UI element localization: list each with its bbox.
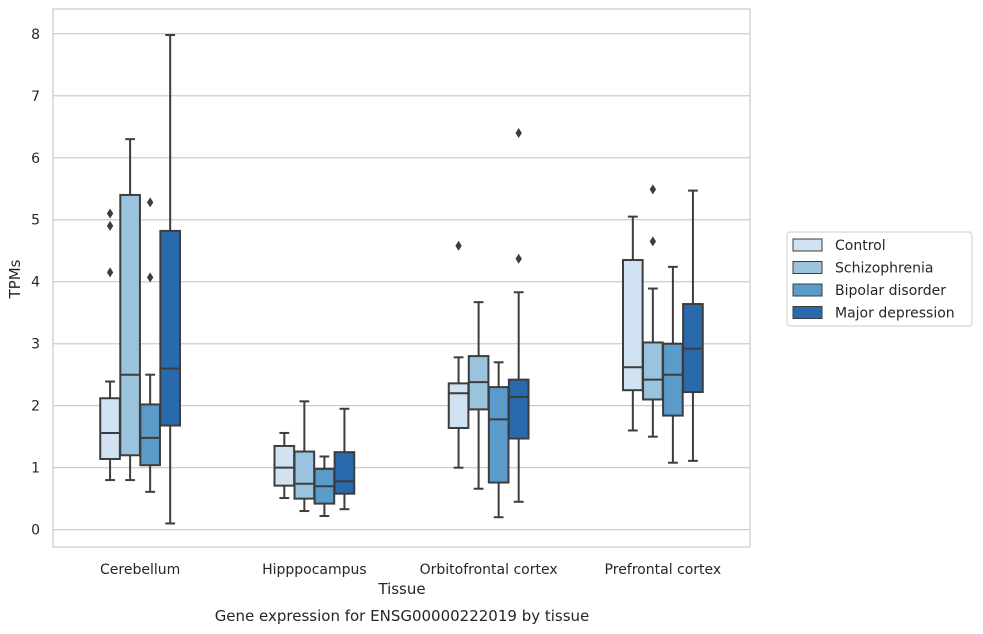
outlier-point: [649, 236, 657, 247]
outlier-point: [146, 272, 154, 283]
y-tick-label: 2: [31, 399, 40, 415]
y-tick-label: 5: [31, 213, 40, 229]
y-axis-ticks: 0 1 2 3 4 5 6 7 8: [31, 27, 40, 539]
iqr-box: [507, 378, 530, 440]
legend-label: Bipolar disorder: [835, 283, 946, 299]
y-tick-label: 8: [31, 27, 40, 43]
box-schizophrenia: [467, 301, 490, 490]
legend-swatch: [792, 261, 823, 274]
outlier-point: [106, 220, 114, 231]
y-tick-label: 3: [31, 337, 40, 353]
legend-label: Control: [835, 238, 886, 254]
legend-frame: [786, 231, 973, 327]
outlier-point: [455, 240, 462, 251]
box-schizophrenia: [642, 184, 664, 438]
box-bipolar-disorder: [487, 361, 510, 519]
iqr-box: [159, 229, 182, 427]
box-major-depression: [682, 189, 704, 462]
y-tick-label: 1: [31, 461, 40, 477]
box-bipolar-disorder: [662, 265, 684, 464]
x-tick-label: Prefrontal cortex: [605, 562, 722, 578]
box-control: [447, 240, 470, 469]
iqr-box: [662, 342, 684, 417]
x-tick-label: Orbitofrontal cortex: [420, 562, 558, 578]
legend-swatch: [792, 283, 823, 297]
iqr-box: [293, 450, 316, 500]
box-control: [621, 215, 644, 432]
legend-swatch: [792, 238, 823, 252]
outlier-point: [146, 197, 154, 208]
y-tick-label: 0: [31, 523, 40, 539]
plot-frame: [52, 8, 751, 548]
box-major-depression: [159, 34, 182, 525]
box-bipolar-disorder: [139, 197, 161, 493]
outlier-point: [106, 267, 114, 278]
iqr-box: [642, 341, 664, 401]
x-axis-ticks: Cerebellum Hipppocampus Orbitofrontal cort…: [100, 562, 721, 578]
x-tick-label: Cerebellum: [100, 562, 180, 578]
box-control: [273, 431, 296, 500]
y-tick-label: 6: [31, 151, 40, 167]
legend-label: Major depression: [835, 306, 955, 322]
legend-swatch: [792, 306, 823, 319]
box-bipolar-disorder: [313, 455, 336, 518]
box-control: [99, 208, 121, 482]
outlier-point: [649, 184, 657, 195]
y-axis-label: TPMs: [6, 259, 24, 299]
iqr-box: [139, 403, 161, 467]
outlier-point: [515, 127, 522, 138]
iqr-box: [487, 386, 510, 484]
x-axis-label: Tissue: [377, 580, 425, 598]
box-schizophrenia: [119, 138, 141, 482]
iqr-box: [621, 259, 644, 392]
boxes: [99, 34, 704, 525]
iqr-box: [447, 382, 470, 429]
box-major-depression: [333, 407, 356, 511]
legend-label: Schizophrenia: [835, 261, 933, 277]
outlier-point: [106, 208, 114, 219]
y-tick-label: 7: [31, 89, 40, 105]
box-major-depression: [507, 127, 530, 503]
iqr-box: [333, 451, 356, 495]
x-tick-label: Hipppocampus: [262, 562, 367, 578]
legend: Control Schizophrenia Bipolar disorder Majo…: [786, 231, 973, 327]
figure-caption: Gene expression for ENSG00000222019 by t…: [215, 607, 590, 625]
iqr-box: [119, 193, 141, 457]
iqr-box: [99, 397, 121, 460]
iqr-box: [273, 444, 296, 487]
outlier-point: [515, 253, 522, 264]
box-schizophrenia: [293, 400, 316, 513]
y-tick-label: 4: [31, 275, 40, 291]
